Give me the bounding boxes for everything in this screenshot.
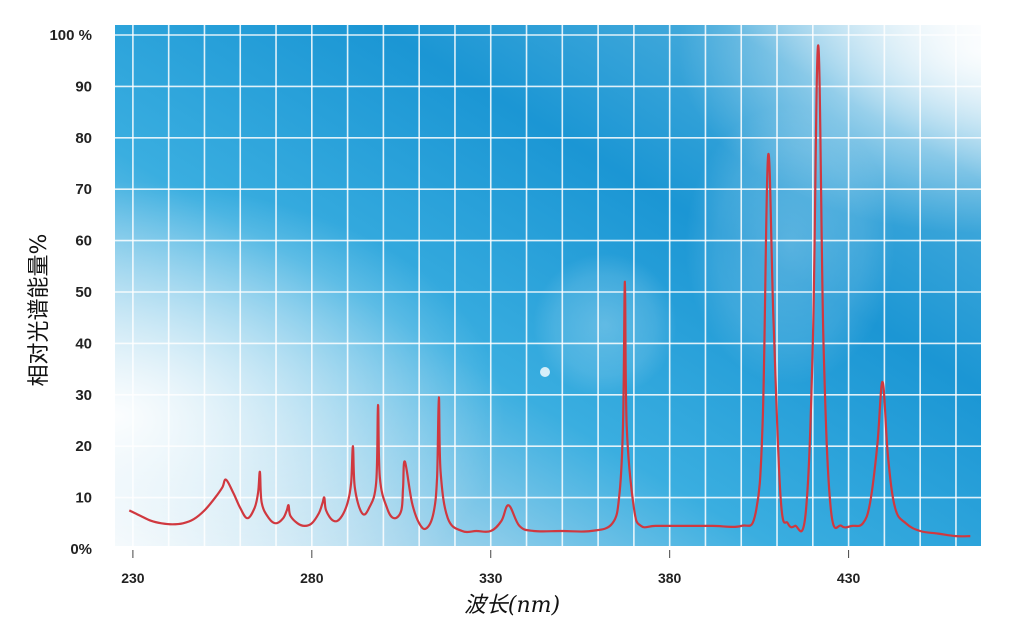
y-tick-label: 0%: [70, 541, 92, 558]
y-tick-label: 50: [75, 284, 92, 301]
y-tick-label: 20: [75, 438, 92, 455]
grid-lines: [115, 25, 981, 550]
x-tick-label: 380: [658, 570, 682, 586]
lens-flare-decoration: [533, 253, 677, 397]
y-tick-label: 60: [75, 233, 92, 250]
y-tick-label: 40: [75, 335, 92, 352]
x-axis-label: 波长(nm): [464, 593, 560, 618]
y-tick-label: 80: [75, 130, 92, 147]
y-tick-label: 10: [75, 490, 92, 507]
y-tick-label: 30: [75, 387, 92, 404]
y-axis-label: 相对光谱能量%: [27, 234, 52, 387]
x-tick-label: 280: [300, 570, 324, 586]
y-axis-ticks: 0% 10 20 30 40 50 60 70 80 90 100 %: [49, 27, 92, 558]
plot-background: [115, 25, 981, 546]
y-tick-label: 90: [75, 78, 92, 95]
x-axis-ticks: 230 280 330 380 430: [121, 550, 860, 586]
x-tick-label: 230: [121, 570, 145, 586]
lens-flare-decoration: [685, 105, 895, 385]
spectrum-series-line: [128, 44, 971, 538]
x-tick-label: 430: [837, 570, 861, 586]
series-layer: [128, 44, 971, 538]
y-tick-label: 70: [75, 181, 92, 198]
y-tick-label: 100 %: [49, 27, 92, 44]
x-tick-label: 330: [479, 570, 503, 586]
